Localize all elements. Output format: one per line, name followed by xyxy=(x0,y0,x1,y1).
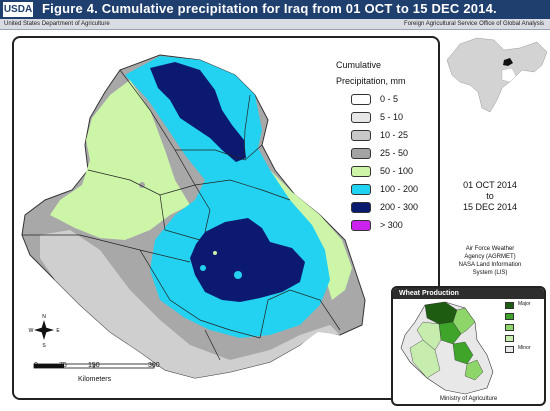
compass-s: S xyxy=(42,343,46,349)
cyan-speck xyxy=(200,265,206,271)
compass-n: N xyxy=(42,314,46,320)
legend-label: 25 - 50 xyxy=(380,148,409,158)
scale-tick-150: 150 xyxy=(88,362,100,369)
region-200-300mm-north xyxy=(150,62,246,162)
province-boundaries xyxy=(22,69,341,361)
source-line3: NASA Land Information xyxy=(458,262,522,268)
date-from: 01 OCT 2014 xyxy=(463,180,517,190)
compass-rose: N S W E xyxy=(29,314,61,349)
wheat-production-inset: Wheat Production Major Minor Ministry of … xyxy=(391,286,546,406)
title-bar: USDA Figure 4. Cumulative precipitation … xyxy=(0,0,550,19)
wheat-legend-swatch xyxy=(505,335,514,342)
region-50-100mm xyxy=(50,80,352,300)
wheat-legend-swatch xyxy=(505,313,514,320)
figure-title: Figure 4. Cumulative precipitation for I… xyxy=(42,1,497,16)
wheat-legend-label: Minor xyxy=(518,345,531,351)
iraq-locator xyxy=(503,58,513,66)
service-label: Foreign Agricultural Service Office of G… xyxy=(404,21,544,27)
legend-label: 5 - 10 xyxy=(380,112,404,122)
legend-swatch xyxy=(351,202,371,213)
scale-unit: Kilometers xyxy=(78,376,112,383)
region-200-300mm-central xyxy=(190,218,305,302)
legend-swatch xyxy=(351,148,371,159)
scale-tick-300: 300 xyxy=(148,362,160,369)
legend-label: 100 - 200 xyxy=(380,184,419,194)
legend-swatch xyxy=(351,94,371,105)
locator-globe xyxy=(446,37,548,113)
arabian-sea xyxy=(501,67,517,83)
legend-label: 200 - 300 xyxy=(380,202,419,212)
legend-label: > 300 xyxy=(380,220,403,230)
department-label: United States Department of Agriculture xyxy=(4,21,110,27)
legend-swatch xyxy=(351,130,371,141)
agency-bar: United States Department of Agriculture … xyxy=(0,19,550,30)
legend-swatch xyxy=(351,166,371,177)
cyan-speck xyxy=(234,271,242,279)
compass-w: W xyxy=(29,328,34,334)
wheat-inset-title: Wheat Production xyxy=(393,288,544,299)
iraq-precip-map: N S W E xyxy=(21,54,366,379)
usda-logo: USDA xyxy=(2,1,34,18)
wheat-legend-label: Major xyxy=(518,301,531,307)
compass-e: E xyxy=(56,328,60,334)
wheat-inset-footer: Ministry of Agriculture xyxy=(439,396,498,402)
main-map-panel: N S W E Cumulative Precipitation, mm 0 -… xyxy=(12,36,440,400)
green-speck xyxy=(213,251,217,255)
legend-swatch xyxy=(351,184,371,195)
date-until: 15 DEC 2014 xyxy=(462,202,518,212)
legend-label: 10 - 25 xyxy=(380,130,409,140)
wheat-legend-swatch xyxy=(505,346,514,353)
scale-bar xyxy=(33,363,155,369)
legend-title-line1: Cumulative xyxy=(336,60,382,70)
legend-label: 0 - 5 xyxy=(380,94,399,104)
legend-swatch xyxy=(351,112,371,123)
dry-region-5-25mm xyxy=(40,230,340,378)
wheat-map xyxy=(400,301,494,395)
wheat-legend-swatch xyxy=(505,302,514,309)
scale-tick-0: 0 xyxy=(34,362,38,369)
scale-tick-75: 75 xyxy=(59,362,67,369)
source-line4: System (LIS) xyxy=(472,270,508,276)
legend-title-line2: Precipitation, mm xyxy=(336,76,406,86)
legend-swatch xyxy=(351,220,371,231)
date-to-label: to xyxy=(486,191,494,201)
landmass xyxy=(446,37,548,113)
wheat-legend-swatch xyxy=(505,324,514,331)
legend-label: 50 - 100 xyxy=(380,166,414,176)
source-line2: Agency (AGRMET) xyxy=(464,254,516,260)
source-line1: Air Force Weather xyxy=(465,246,515,252)
